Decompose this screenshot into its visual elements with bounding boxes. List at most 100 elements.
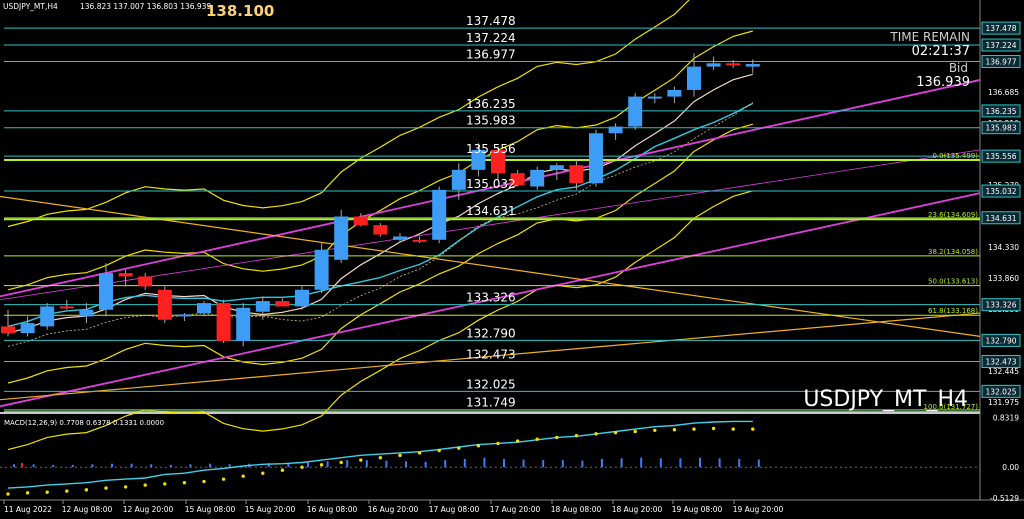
macd-signal-dot	[202, 479, 206, 484]
level-price-box	[981, 333, 1021, 347]
macd-signal-dot	[574, 433, 579, 438]
candle-body	[99, 273, 113, 310]
time-tick-label: 12 Aug 08:00	[62, 505, 113, 514]
price-tick-label: 132.445	[988, 367, 1019, 376]
macd-subwindow: 0.8319 0.00 -0.5129	[0, 414, 1019, 503]
candle-body	[197, 303, 211, 314]
envelope-lower-line	[7, 123, 753, 384]
level-price-box	[981, 38, 1021, 52]
candle-body	[471, 149, 486, 170]
candle-body	[157, 289, 172, 320]
level-price-box-label: 136.977	[985, 57, 1016, 66]
fib-label: 100.0(131.727)	[924, 403, 979, 411]
level-price-box-label: 136.235	[985, 107, 1016, 116]
macd-signal-dot	[319, 463, 324, 467]
level-label: 137.224	[466, 31, 516, 45]
dotted-average-line	[7, 102, 754, 347]
candle-body	[1, 326, 15, 334]
bid-value: 136.939	[916, 75, 970, 90]
candle-body	[216, 303, 231, 342]
candle-body	[745, 63, 760, 67]
candle-body	[40, 306, 55, 327]
big-price-label: 138.100	[206, 2, 274, 20]
level-label: 133.326	[466, 291, 516, 305]
candle-body	[138, 276, 153, 287]
candle-body	[667, 89, 682, 97]
trend-line-mid	[0, 149, 981, 301]
level-price-box-label: 133.326	[985, 301, 1016, 310]
time-tick-label: 19 Aug 08:00	[672, 505, 723, 514]
macd-line	[7, 420, 753, 489]
candle-body	[628, 96, 643, 127]
time-remain-label: TIME REMAIN	[889, 30, 970, 44]
price-axis[interactable]: 137.620137.150136.685136.210135.740135.2…	[981, 21, 1021, 407]
bid-label: Bid	[949, 61, 968, 75]
level-price-box	[981, 211, 1021, 225]
candle-body	[726, 63, 741, 66]
macd-axis-tick-label: -0.5129	[990, 494, 1019, 503]
level-label: 132.473	[466, 348, 516, 362]
candle-body	[647, 96, 662, 99]
macd-signal-dot	[45, 490, 49, 494]
time-tick-label: 16 Aug 20:00	[368, 505, 419, 514]
time-tick-label: 17 Aug 20:00	[490, 505, 541, 514]
macd-signal-dot	[711, 426, 716, 431]
level-label: 136.977	[466, 47, 516, 61]
candle-body	[451, 169, 466, 190]
time-tick-label: 12 Aug 20:00	[123, 505, 174, 514]
slow-moving-average-line	[7, 102, 754, 328]
macd-signal-dot	[653, 428, 657, 432]
level-label: 135.556	[466, 142, 516, 156]
macd-signal-dot	[339, 460, 343, 465]
macd-signal-dot	[6, 492, 10, 496]
candle-body	[295, 289, 309, 307]
candle-body	[608, 126, 623, 134]
time-tick-label: 19 Aug 20:00	[733, 505, 784, 514]
macd-signal-dot	[280, 468, 285, 472]
candle-body	[177, 314, 192, 317]
macd-signal-dot	[672, 428, 677, 432]
symbol-watermark: USDJPY_MT_H4	[803, 387, 968, 412]
macd-signal-dot	[692, 427, 696, 431]
macd-signal-dot	[555, 435, 559, 440]
candle-body	[510, 173, 525, 186]
level-label: 135.032	[466, 177, 516, 191]
macd-signal-dot	[751, 427, 755, 431]
time-tick-label: 15 Aug 08:00	[185, 505, 236, 514]
level-price-box	[981, 149, 1021, 163]
level-price-box	[981, 184, 1021, 198]
symbol-info: USDJPY_MT,H4	[3, 2, 58, 11]
fib-label: 50.0(133.613)	[928, 278, 978, 286]
level-price-box	[981, 54, 1021, 68]
ohlc-values: 136.823 137.007 136.803 136.939	[80, 2, 211, 11]
candle-body	[236, 307, 251, 342]
fib-label: 38.2(134.058)	[928, 248, 978, 256]
macd-signal-dot	[221, 477, 226, 481]
candle-body	[432, 189, 447, 240]
candle-body	[589, 133, 603, 184]
macd-signal-dot	[633, 429, 637, 434]
macd-signal-dot	[496, 441, 500, 446]
level-price-box	[981, 355, 1021, 369]
macd-signal-dot	[261, 471, 265, 475]
macd-label: MACD(12,26,9) 0.7708 0.6378 0.1331 0.000…	[4, 419, 164, 427]
time-tick-label: 18 Aug 08:00	[551, 505, 602, 514]
candle-body	[706, 63, 721, 67]
macd-signal-dot	[163, 482, 167, 486]
time-tick-label: 15 Aug 20:00	[245, 505, 296, 514]
candle-body	[334, 216, 349, 260]
macd-signal-dot	[143, 483, 147, 487]
macd-axis-tick-label: 0.00	[1002, 463, 1019, 472]
level-label: 132.025	[466, 377, 516, 391]
level-price-box-label: 135.983	[985, 124, 1016, 133]
macd-signal-dot	[241, 474, 245, 478]
time-axis[interactable]: 11 Aug 2022 12 Aug 08:00 12 Aug 20:00 15 Au…	[3, 500, 784, 514]
candle-body	[569, 165, 584, 184]
ascending-support-line	[0, 312, 981, 401]
candle-body	[20, 323, 35, 334]
macd-signal-dot	[731, 427, 735, 431]
level-price-box-label: 134.631	[985, 214, 1016, 223]
level-label: 137.478	[466, 14, 516, 28]
candle-body	[275, 301, 290, 307]
